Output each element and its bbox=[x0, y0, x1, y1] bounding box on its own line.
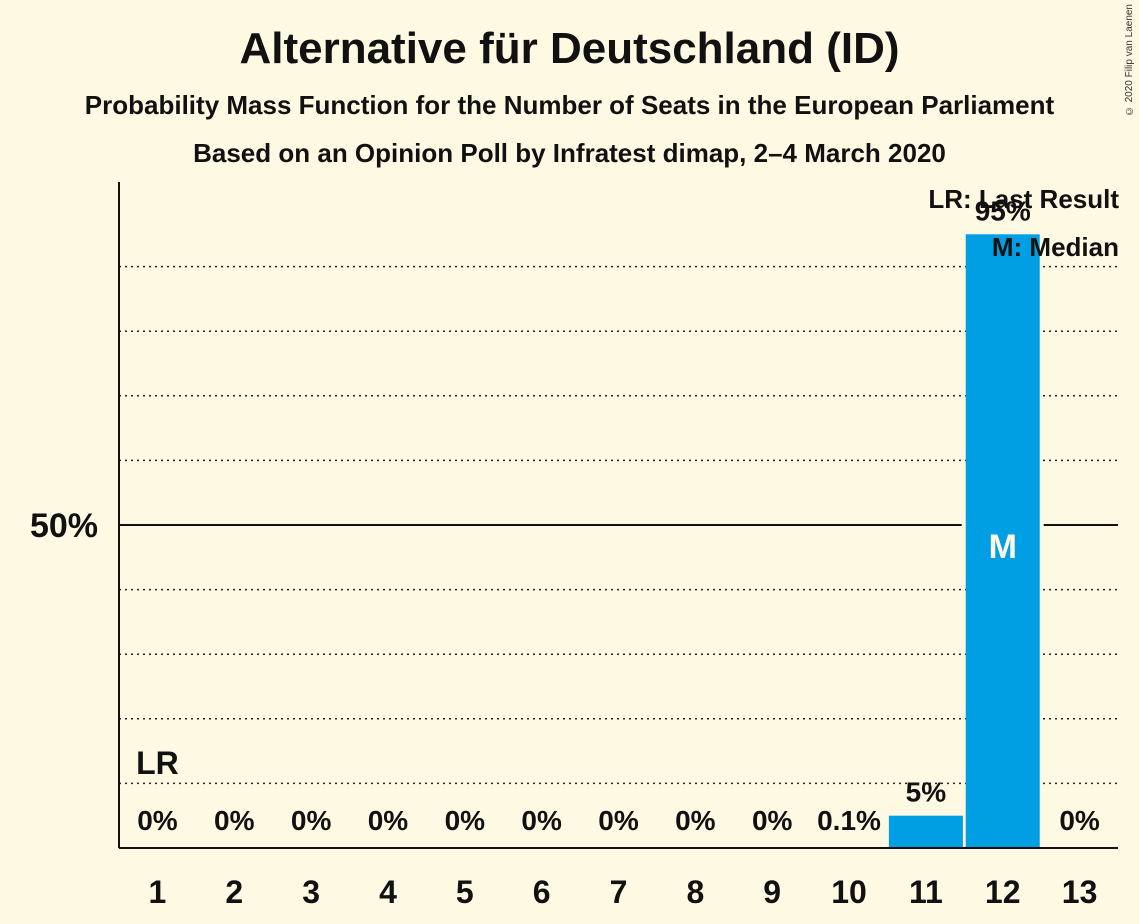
data-label: 5% bbox=[906, 777, 947, 808]
data-label: 0% bbox=[598, 805, 639, 836]
x-tick-label: 10 bbox=[831, 874, 867, 910]
last-result-marker: LR bbox=[136, 745, 179, 781]
data-label: 0% bbox=[752, 805, 793, 836]
x-tick-label: 2 bbox=[225, 874, 243, 910]
chart-subtitle: Probability Mass Function for the Number… bbox=[84, 90, 1055, 120]
data-label: 0% bbox=[1059, 805, 1100, 836]
data-label: 0.1% bbox=[817, 805, 881, 836]
x-tick-label: 4 bbox=[379, 874, 397, 910]
bar-11 bbox=[888, 815, 963, 848]
x-tick-label: 5 bbox=[456, 874, 474, 910]
median-marker: M bbox=[989, 528, 1017, 566]
x-tick-label: 8 bbox=[686, 874, 704, 910]
data-label: 0% bbox=[368, 805, 409, 836]
x-tick-label: 13 bbox=[1062, 874, 1098, 910]
data-label: 0% bbox=[445, 805, 486, 836]
data-label: 0% bbox=[137, 805, 178, 836]
data-label: 0% bbox=[675, 805, 716, 836]
y-tick-label: 50% bbox=[30, 507, 98, 545]
chart-source: Based on an Opinion Poll by Infratest di… bbox=[193, 138, 946, 168]
chart-title: Alternative für Deutschland (ID) bbox=[239, 24, 900, 73]
x-tick-label: 7 bbox=[610, 874, 628, 910]
data-label: 0% bbox=[214, 805, 255, 836]
x-tick-label: 6 bbox=[533, 874, 551, 910]
x-tick-label: 3 bbox=[302, 874, 320, 910]
legend-last-result: LR: Last Result bbox=[928, 184, 1119, 214]
bar-12 bbox=[965, 234, 1040, 849]
x-tick-label: 1 bbox=[149, 874, 167, 910]
legend-median: M: Median bbox=[991, 232, 1119, 262]
data-label: 0% bbox=[521, 805, 562, 836]
x-tick-label: 12 bbox=[985, 874, 1021, 910]
data-label: 95% bbox=[975, 195, 1031, 226]
x-tick-label: 11 bbox=[909, 874, 943, 910]
data-label: 0% bbox=[291, 805, 332, 836]
x-tick-label: 9 bbox=[763, 874, 781, 910]
